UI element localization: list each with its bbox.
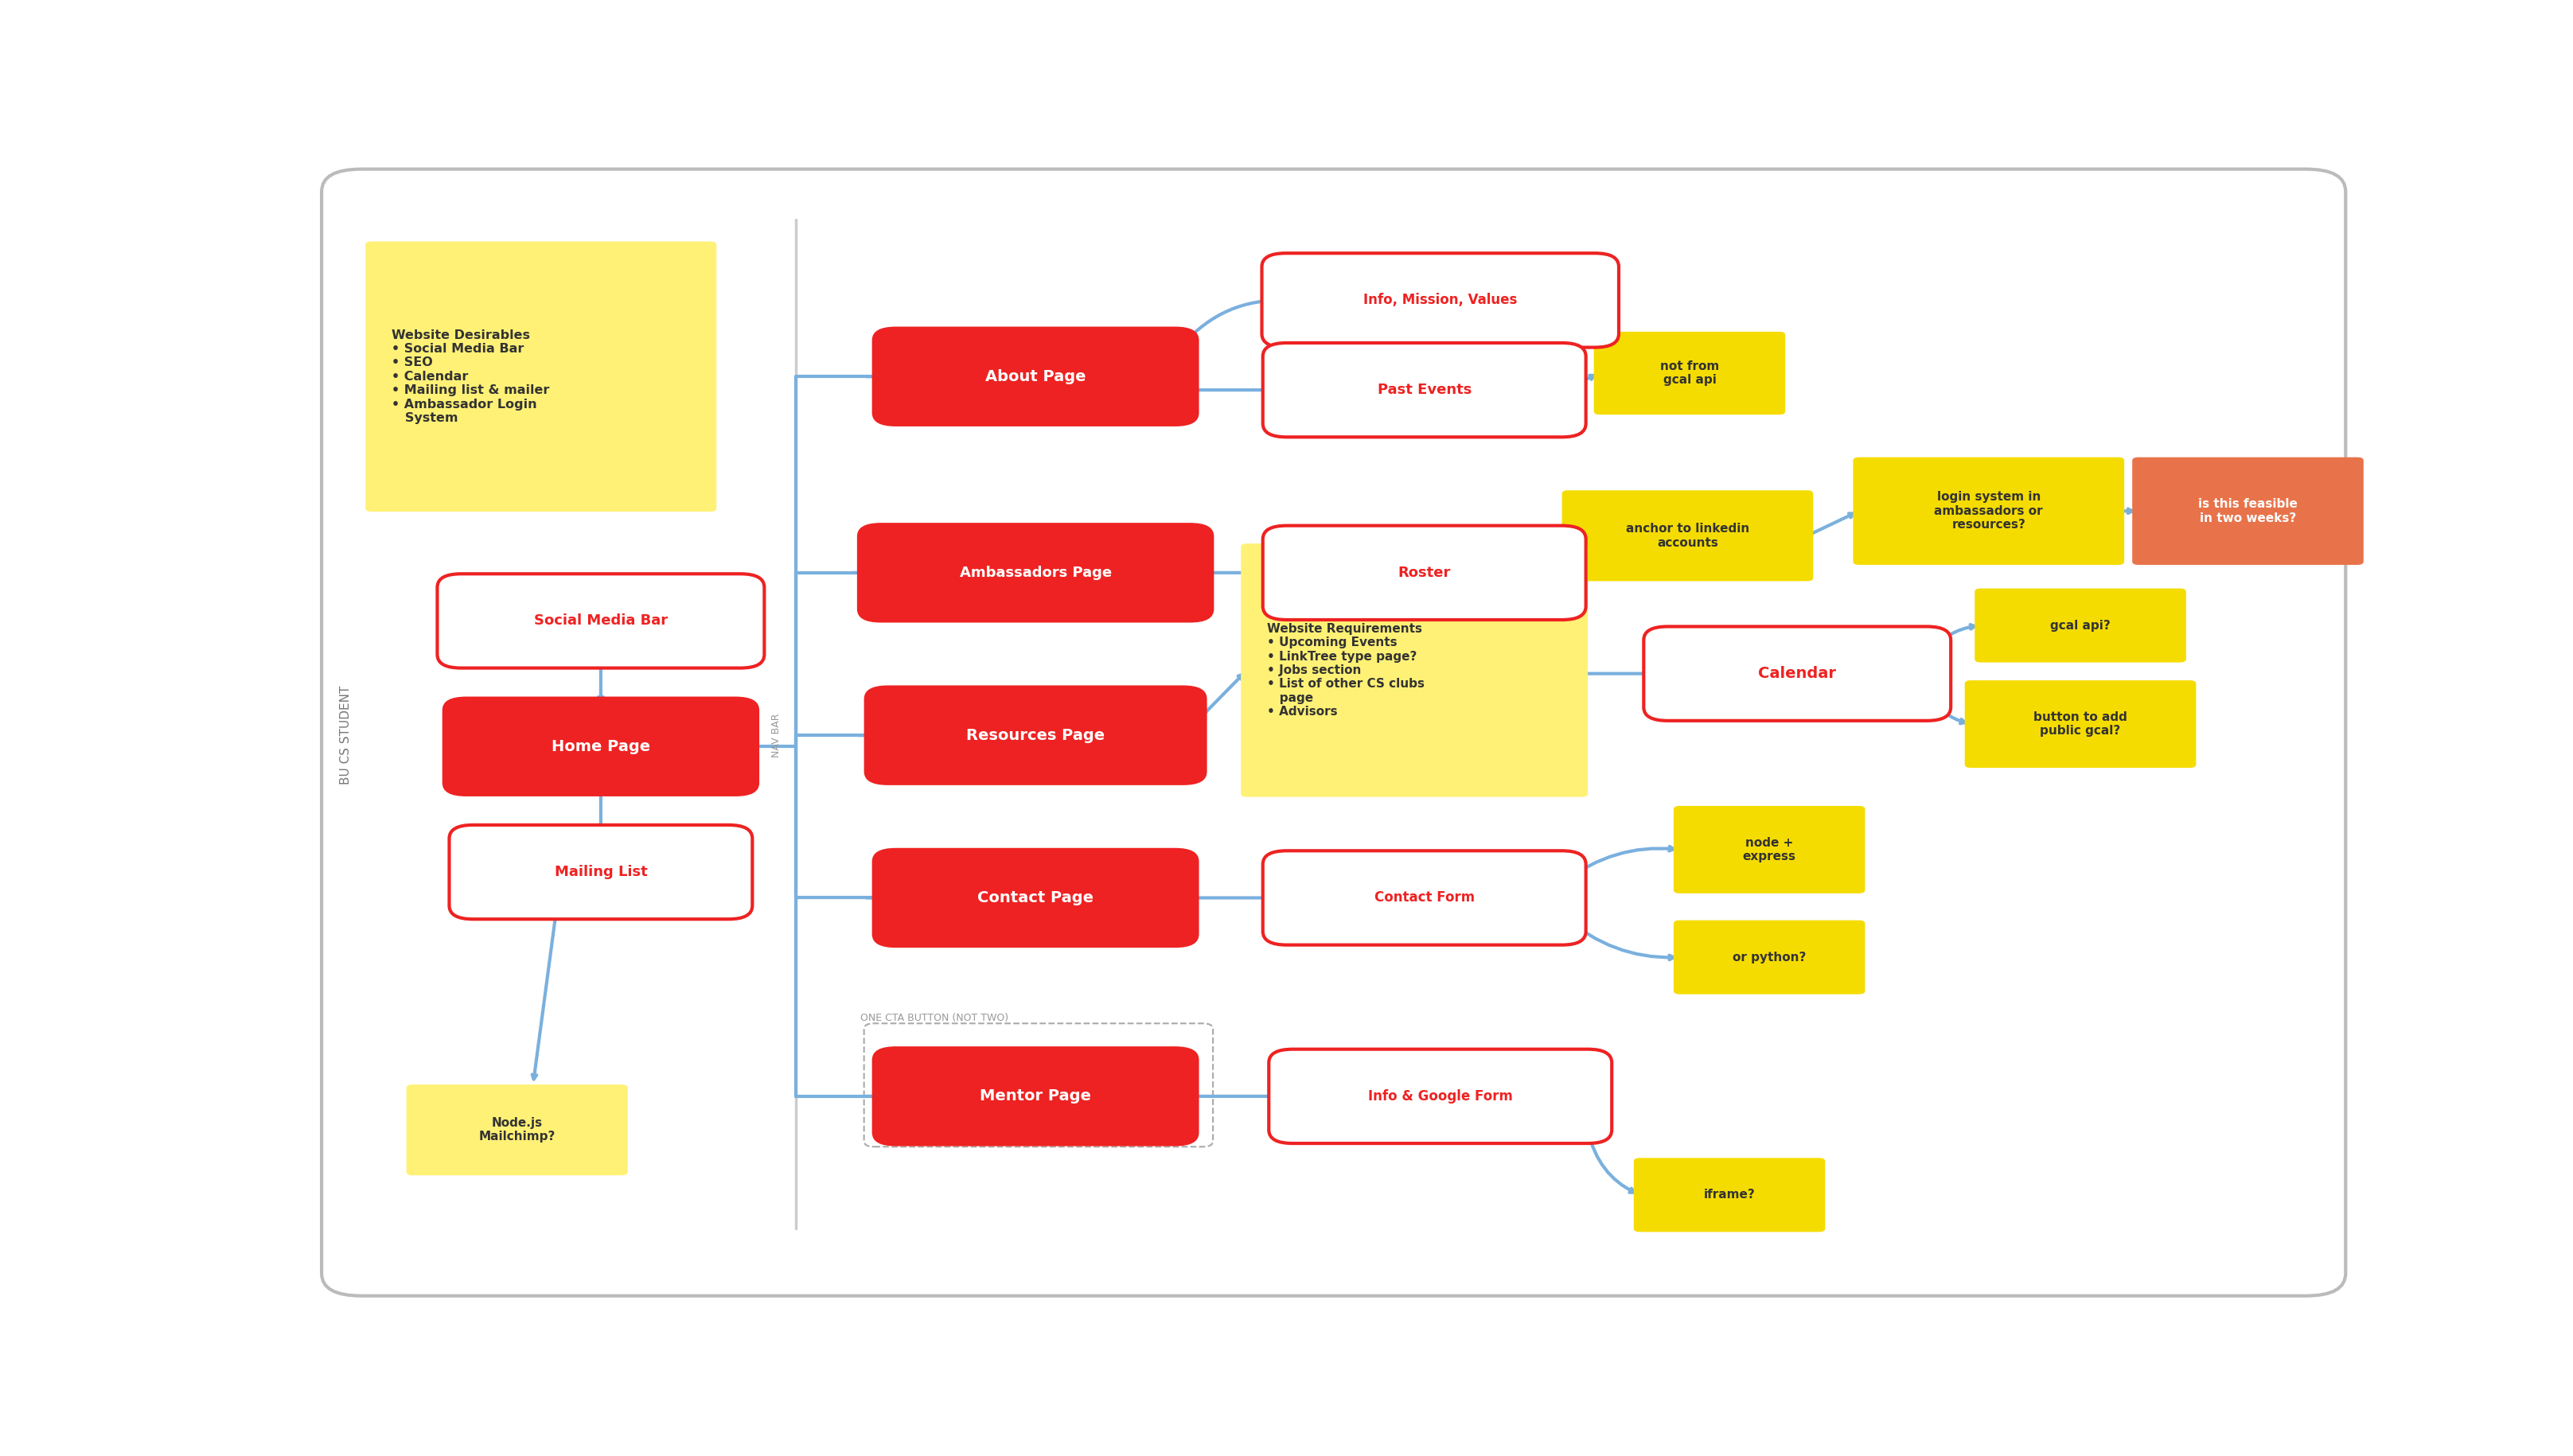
FancyBboxPatch shape	[1268, 1050, 1611, 1143]
FancyBboxPatch shape	[1263, 342, 1585, 437]
Text: Website Desirables
• Social Media Bar
• SEO
• Calendar
• Mailing list & mailer
•: Website Desirables • Social Media Bar • …	[391, 329, 548, 424]
Text: button to add
public gcal?: button to add public gcal?	[2033, 711, 2128, 737]
FancyBboxPatch shape	[857, 523, 1214, 623]
FancyBboxPatch shape	[1644, 626, 1950, 721]
Text: Resources Page: Resources Page	[967, 728, 1104, 743]
FancyBboxPatch shape	[1672, 920, 1865, 994]
FancyBboxPatch shape	[1263, 850, 1585, 945]
FancyBboxPatch shape	[1634, 1158, 1824, 1232]
FancyBboxPatch shape	[443, 696, 759, 796]
FancyBboxPatch shape	[1562, 491, 1814, 581]
FancyBboxPatch shape	[1261, 253, 1618, 348]
Text: Info & Google Form: Info & Google Form	[1369, 1089, 1513, 1104]
Text: About Page: About Page	[985, 368, 1086, 384]
FancyBboxPatch shape	[872, 1047, 1199, 1146]
Text: ONE CTA BUTTON (NOT TWO): ONE CTA BUTTON (NOT TWO)	[859, 1012, 1009, 1024]
FancyBboxPatch shape	[450, 826, 751, 919]
FancyBboxPatch shape	[872, 326, 1199, 427]
Text: NAV BAR: NAV BAR	[772, 713, 782, 757]
Text: gcal api?: gcal api?	[2051, 619, 2110, 632]
FancyBboxPatch shape	[1263, 526, 1585, 620]
Text: login system in
ambassadors or
resources?: login system in ambassadors or resources…	[1935, 491, 2043, 531]
Text: Calendar: Calendar	[1757, 665, 1837, 681]
Text: Ambassadors Page: Ambassadors Page	[960, 565, 1112, 579]
Text: Contact Page: Contact Page	[978, 890, 1094, 906]
FancyBboxPatch shape	[1853, 457, 2125, 565]
FancyBboxPatch shape	[1973, 588, 2187, 662]
Text: is this feasible
in two weeks?: is this feasible in two weeks?	[2197, 498, 2298, 524]
Text: Info, Mission, Values: Info, Mission, Values	[1364, 293, 1518, 307]
Text: anchor to linkedin
accounts: anchor to linkedin accounts	[1626, 523, 1750, 549]
Text: not from
gcal api: not from gcal api	[1660, 360, 1719, 386]
FancyBboxPatch shape	[407, 1085, 628, 1175]
FancyBboxPatch shape	[2133, 457, 2365, 565]
FancyBboxPatch shape	[1966, 680, 2197, 767]
Text: Mailing List: Mailing List	[553, 865, 648, 879]
Text: Contact Form: Contact Form	[1374, 891, 1474, 906]
FancyBboxPatch shape	[1672, 807, 1865, 894]
FancyBboxPatch shape	[437, 574, 764, 668]
Text: Past Events: Past Events	[1377, 383, 1472, 397]
Text: Roster: Roster	[1397, 565, 1451, 579]
Text: Website Requirements
• Upcoming Events
• LinkTree type page?
• Jobs section
• Li: Website Requirements • Upcoming Events •…	[1266, 623, 1425, 718]
Text: iframe?: iframe?	[1703, 1190, 1755, 1201]
FancyBboxPatch shape	[865, 686, 1207, 785]
FancyBboxPatch shape	[872, 847, 1199, 948]
Text: Node.js
Mailchimp?: Node.js Mailchimp?	[479, 1117, 556, 1143]
Text: or python?: or python?	[1732, 951, 1806, 964]
Text: Social Media Bar: Social Media Bar	[533, 614, 669, 628]
FancyBboxPatch shape	[365, 242, 715, 511]
Text: node +
express: node + express	[1742, 837, 1796, 862]
Text: Mentor Page: Mentor Page	[980, 1089, 1091, 1104]
FancyBboxPatch shape	[1593, 332, 1786, 415]
FancyBboxPatch shape	[1240, 543, 1588, 796]
Text: Home Page: Home Page	[551, 740, 651, 754]
Text: BU CS STUDENT: BU CS STUDENT	[340, 686, 353, 785]
